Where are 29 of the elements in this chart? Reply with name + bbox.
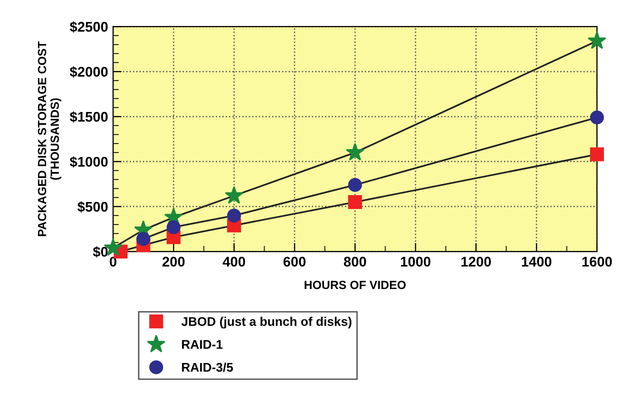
legend-label: JBOD (just a bunch of disks) <box>181 316 352 328</box>
x-tick-label: 800 <box>344 256 366 267</box>
x-axis-title: HOURS OF VIDEO <box>304 280 406 290</box>
x-tick-label: 1200 <box>461 256 491 267</box>
y-tick-label: $2500 <box>70 21 108 33</box>
point <box>227 208 242 222</box>
legend-label: RAID-1 <box>182 340 223 349</box>
point <box>590 110 604 124</box>
point <box>136 232 150 246</box>
x-tick-label: 600 <box>283 256 306 267</box>
x-tick-label: 1400 <box>522 256 552 267</box>
x-tick-label: 1000 <box>400 256 430 267</box>
x-tick-label: 400 <box>222 256 246 267</box>
x-tick-label: 200 <box>162 256 185 267</box>
y-tick-label: $0 <box>92 246 108 258</box>
y-axis-title: PACKAGED DISK STORAGE COST (THOUSANDS) <box>38 41 62 236</box>
y-tick-label: $500 <box>78 201 108 213</box>
point <box>346 142 364 161</box>
point <box>166 220 181 234</box>
y-tick-label: $2000 <box>70 66 108 78</box>
point <box>348 178 362 192</box>
point <box>588 31 606 49</box>
y-tick-label: $1000 <box>70 156 108 168</box>
y-tick-label: $1500 <box>70 111 108 123</box>
point <box>224 186 244 204</box>
x-tick-label: 1600 <box>582 256 612 267</box>
point <box>348 195 362 209</box>
point <box>590 147 604 162</box>
legend-label: RAID-3/5 <box>182 362 233 372</box>
